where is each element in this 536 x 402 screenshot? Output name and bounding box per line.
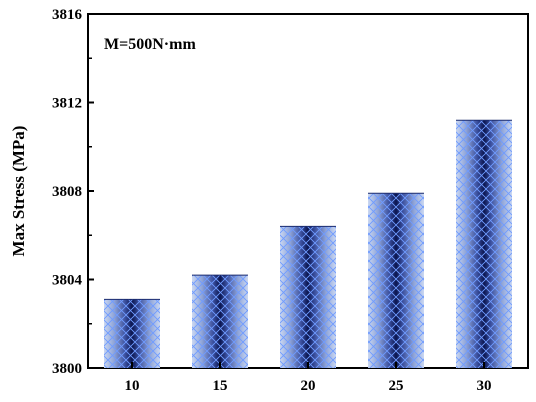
y-tick-label: 3816 bbox=[52, 7, 83, 23]
bars-group bbox=[104, 119, 512, 368]
bar-30 bbox=[456, 119, 512, 368]
y-tick-label: 3812 bbox=[52, 96, 82, 112]
bar-hatch bbox=[280, 226, 336, 368]
x-tick-label: 15 bbox=[213, 378, 228, 394]
y-tick-label: 3804 bbox=[52, 273, 83, 289]
x-tick-label: 25 bbox=[389, 378, 404, 394]
y-axis: 3800 3804 3808 3812 3816 bbox=[52, 7, 94, 377]
bar-25 bbox=[368, 192, 424, 368]
y-tick-label: 3808 bbox=[52, 184, 82, 200]
load-annotation: M=500N·mm bbox=[104, 36, 196, 53]
bar-hatch bbox=[104, 299, 160, 368]
y-tick-label: 3800 bbox=[52, 361, 82, 377]
bar-hatch bbox=[368, 193, 424, 368]
x-tick-label: 10 bbox=[125, 378, 140, 394]
bar-10 bbox=[104, 298, 160, 368]
x-tick-label: 20 bbox=[301, 378, 316, 394]
bar-15 bbox=[192, 274, 248, 368]
y-axis-title: Max Stress (MPa) bbox=[9, 126, 28, 257]
bar-hatch bbox=[456, 120, 512, 368]
bar-20 bbox=[280, 225, 336, 368]
bar-hatch bbox=[192, 275, 248, 368]
x-tick-label: 30 bbox=[477, 378, 492, 394]
x-axis: 10 15 20 25 30 bbox=[125, 362, 492, 394]
